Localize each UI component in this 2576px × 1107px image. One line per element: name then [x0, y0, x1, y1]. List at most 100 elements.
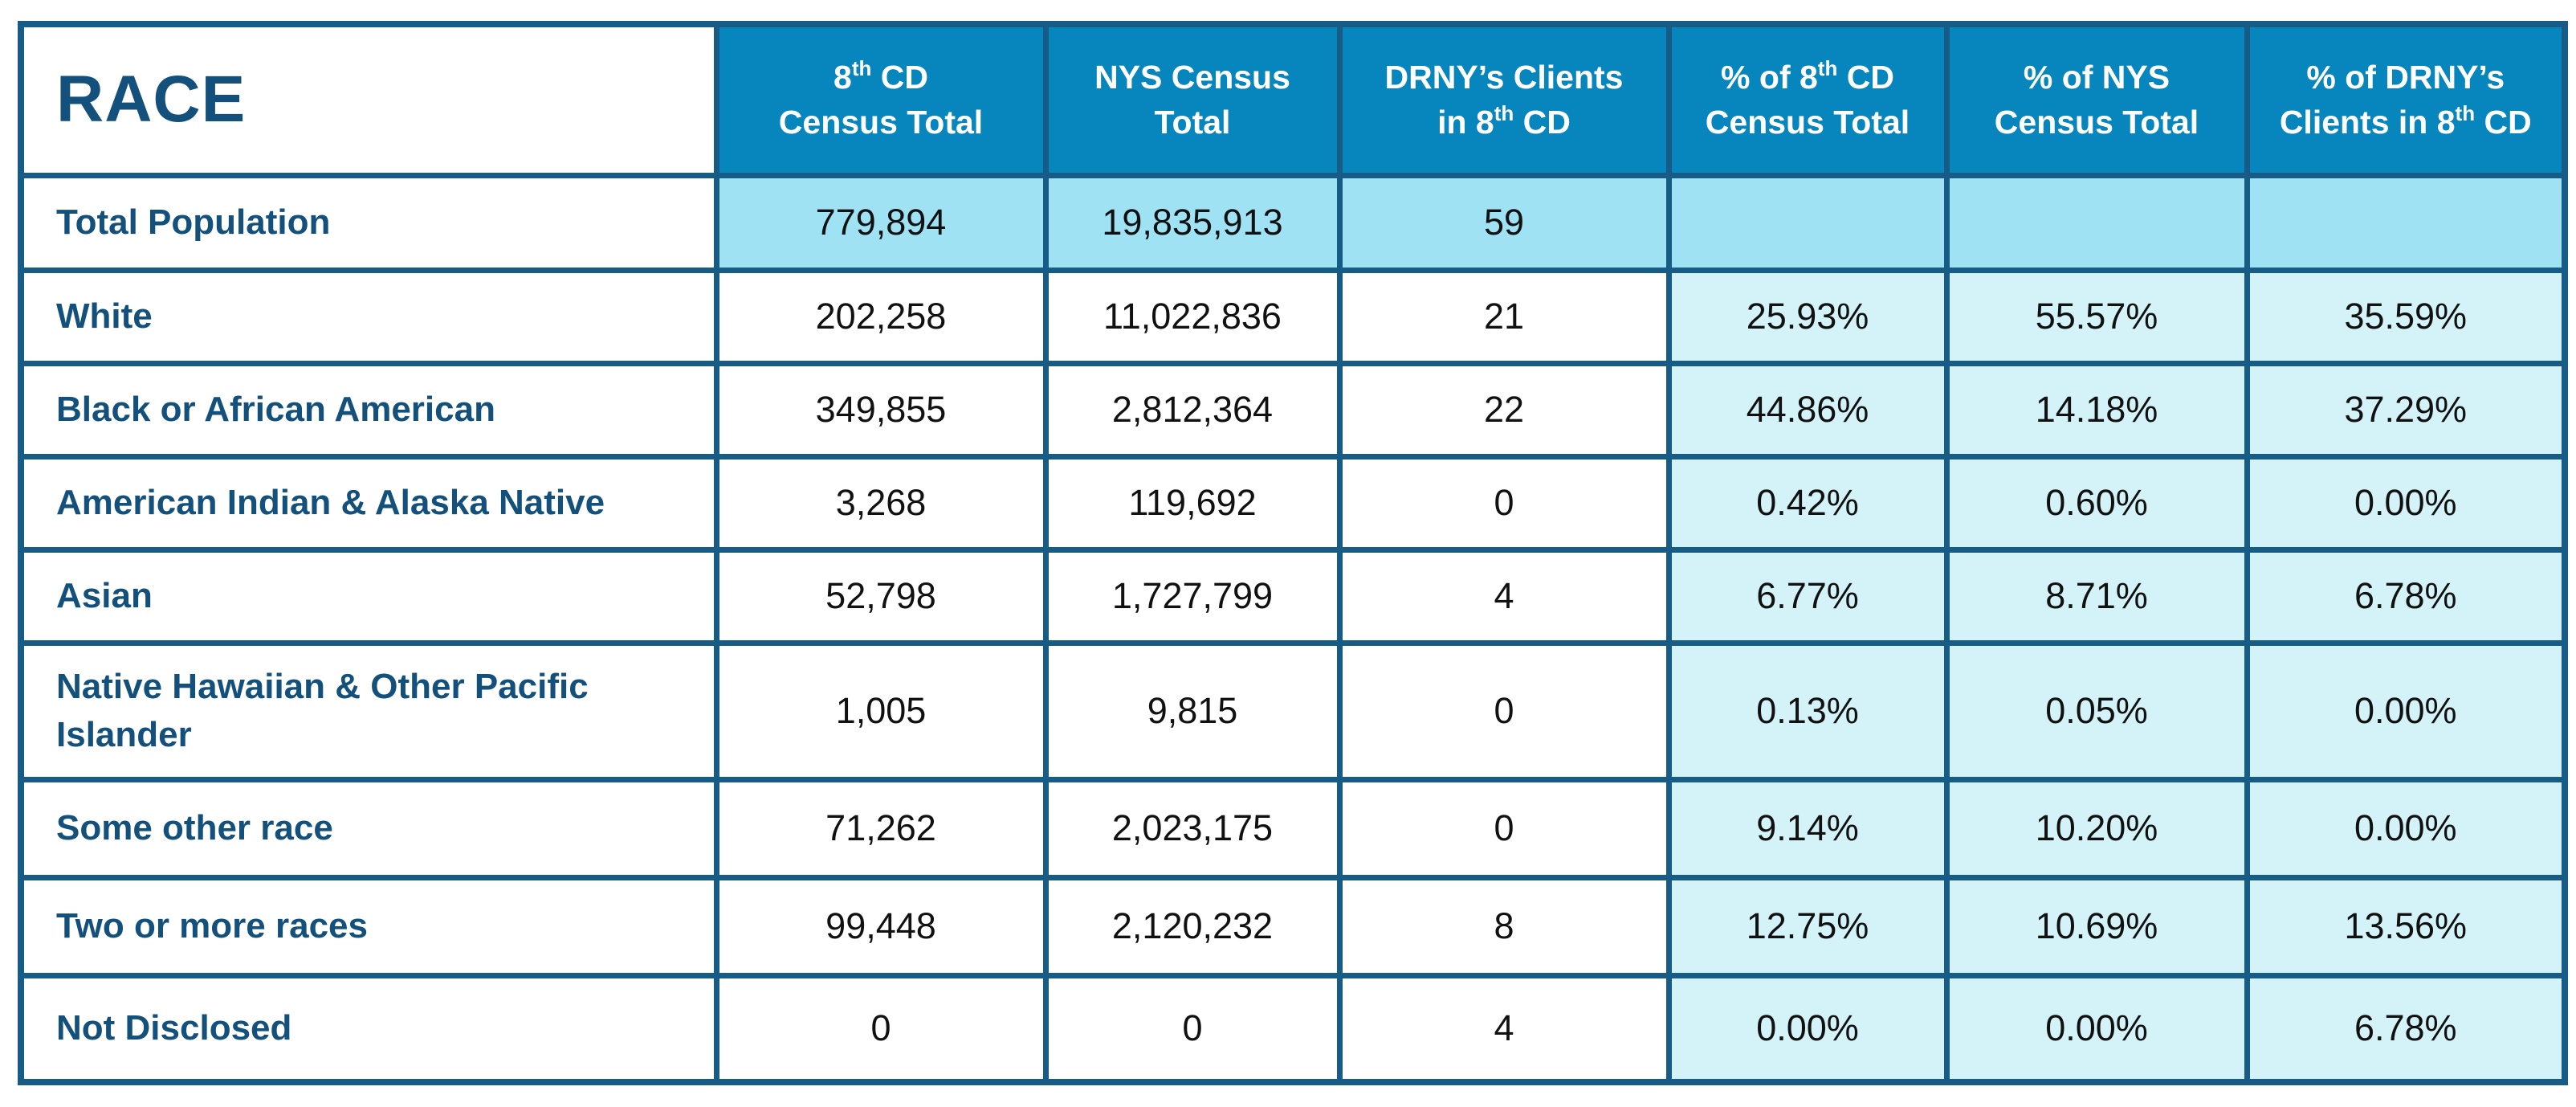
header-cd-census-total: 8th CD Census Total [713, 21, 1049, 178]
race-table: RACE 8th CD Census Total NYS Census Tota… [18, 21, 2568, 1085]
header-text: Census Total [1994, 104, 2199, 141]
table-title: RACE [56, 63, 247, 137]
cell-nys-total: 0 [1042, 972, 1343, 1085]
cell-cd-total: 71,262 [713, 776, 1049, 880]
cell-pct-drny: 0.00% [2244, 453, 2568, 553]
cell-pct-cd: 6.77% [1665, 546, 1950, 646]
table-row: Black or African American 349,855 2,812,… [18, 360, 2568, 460]
header-text: CD [1837, 59, 1894, 96]
table-row-total-population: Total Population 779,894 19,835,913 59 [18, 172, 2568, 273]
header-text: Clients in 8 [2279, 104, 2456, 141]
table-row: Asian 52,798 1,727,799 4 6.77% 8.71% 6.7… [18, 546, 2568, 646]
row-label: Black or African American [18, 360, 719, 460]
cell-pct-nys: 8.71% [1943, 546, 2250, 646]
cell-cd-total: 349,855 [713, 360, 1049, 460]
header-pct-cd-census: % of 8th CD Census Total [1665, 21, 1950, 178]
header-nys-census-total: NYS Census Total [1042, 21, 1343, 178]
cell-cd-total: 52,798 [713, 546, 1049, 646]
header-text: CD [871, 59, 928, 96]
cell-cd-total: 779,894 [713, 172, 1049, 273]
cell-drny-clients: 0 [1336, 639, 1672, 782]
header-text: Census Total [778, 104, 984, 141]
header-text: CD [1514, 104, 1571, 141]
header-text: 8 [834, 59, 852, 96]
header-text: Census Total [1705, 104, 1910, 141]
cell-nys-total: 2,120,232 [1042, 874, 1343, 978]
cell-pct-cd: 25.93% [1665, 267, 1950, 366]
header-text: NYS Census [1094, 59, 1290, 96]
cell-cd-total: 3,268 [713, 453, 1049, 553]
row-label: Total Population [18, 172, 719, 273]
header-pct-drny-clients: % of DRNY’s Clients in 8th CD [2244, 21, 2568, 178]
table-row: Two or more races 99,448 2,120,232 8 12.… [18, 874, 2568, 978]
cell-nys-total: 19,835,913 [1042, 172, 1343, 273]
cell-nys-total: 1,727,799 [1042, 546, 1343, 646]
cell-pct-drny: 37.29% [2244, 360, 2568, 460]
header-sup: th [851, 55, 872, 80]
cell-drny-clients: 4 [1336, 972, 1672, 1085]
header-pct-nys-census: % of NYS Census Total [1943, 21, 2250, 178]
row-label: Asian [18, 546, 719, 646]
cell-cd-total: 99,448 [713, 874, 1049, 978]
race-table-container: RACE 8th CD Census Total NYS Census Tota… [18, 21, 2568, 1085]
row-label: Not Disclosed [18, 972, 719, 1085]
header-text: % of NYS [2023, 59, 2170, 96]
row-label: Two or more races [18, 874, 719, 978]
row-label: Some other race [18, 776, 719, 880]
cell-pct-nys: 0.05% [1943, 639, 2250, 782]
table-row: Some other race 71,262 2,023,175 0 9.14%… [18, 776, 2568, 880]
cell-pct-nys: 0.00% [1943, 972, 2250, 1085]
header-text: DRNY’s Clients [1384, 59, 1624, 96]
header-text: Total [1154, 104, 1231, 141]
cell-pct-drny: 0.00% [2244, 776, 2568, 880]
cell-drny-clients: 0 [1336, 776, 1672, 880]
cell-nys-total: 11,022,836 [1042, 267, 1343, 366]
cell-drny-clients: 59 [1336, 172, 1672, 273]
cell-nys-total: 119,692 [1042, 453, 1343, 553]
cell-pct-nys: 10.69% [1943, 874, 2250, 978]
header-text: CD [2475, 104, 2532, 141]
table-row: Native Hawaiian & Other Pacific Islander… [18, 639, 2568, 782]
cell-pct-nys: 14.18% [1943, 360, 2250, 460]
cell-pct-cd: 44.86% [1665, 360, 1950, 460]
cell-pct-cd: 12.75% [1665, 874, 1950, 978]
cell-pct-nys: 10.20% [1943, 776, 2250, 880]
cell-pct-drny: 0.00% [2244, 639, 2568, 782]
cell-pct-nys [1943, 172, 2250, 273]
cell-pct-nys: 0.60% [1943, 453, 2250, 553]
cell-drny-clients: 22 [1336, 360, 1672, 460]
table-row: American Indian & Alaska Native 3,268 11… [18, 453, 2568, 553]
table-title-cell: RACE [18, 21, 719, 178]
table-row: Not Disclosed 0 0 4 0.00% 0.00% 6.78% [18, 972, 2568, 1085]
header-text: % of DRNY’s [2306, 59, 2505, 96]
cell-pct-drny [2244, 172, 2568, 273]
cell-drny-clients: 21 [1336, 267, 1672, 366]
header-sup: th [1494, 100, 1514, 125]
cell-pct-cd [1665, 172, 1950, 273]
cell-pct-drny: 6.78% [2244, 546, 2568, 646]
table-header-row: RACE 8th CD Census Total NYS Census Tota… [18, 21, 2568, 178]
cell-pct-drny: 6.78% [2244, 972, 2568, 1085]
cell-pct-cd: 0.13% [1665, 639, 1950, 782]
header-drny-clients: DRNY’s Clients in 8th CD [1336, 21, 1672, 178]
cell-drny-clients: 4 [1336, 546, 1672, 646]
header-text: % of 8 [1721, 59, 1818, 96]
row-label: American Indian & Alaska Native [18, 453, 719, 553]
cell-nys-total: 9,815 [1042, 639, 1343, 782]
row-label: White [18, 267, 719, 366]
cell-cd-total: 1,005 [713, 639, 1049, 782]
cell-drny-clients: 8 [1336, 874, 1672, 978]
cell-pct-cd: 0.42% [1665, 453, 1950, 553]
cell-nys-total: 2,812,364 [1042, 360, 1343, 460]
table-row: White 202,258 11,022,836 21 25.93% 55.57… [18, 267, 2568, 366]
cell-pct-nys: 55.57% [1943, 267, 2250, 366]
header-sup: th [2455, 100, 2476, 125]
cell-pct-cd: 9.14% [1665, 776, 1950, 880]
cell-pct-cd: 0.00% [1665, 972, 1950, 1085]
cell-cd-total: 0 [713, 972, 1049, 1085]
cell-cd-total: 202,258 [713, 267, 1049, 366]
header-sup: th [1817, 55, 1838, 80]
cell-pct-drny: 35.59% [2244, 267, 2568, 366]
header-text: in 8 [1437, 104, 1494, 141]
cell-nys-total: 2,023,175 [1042, 776, 1343, 880]
